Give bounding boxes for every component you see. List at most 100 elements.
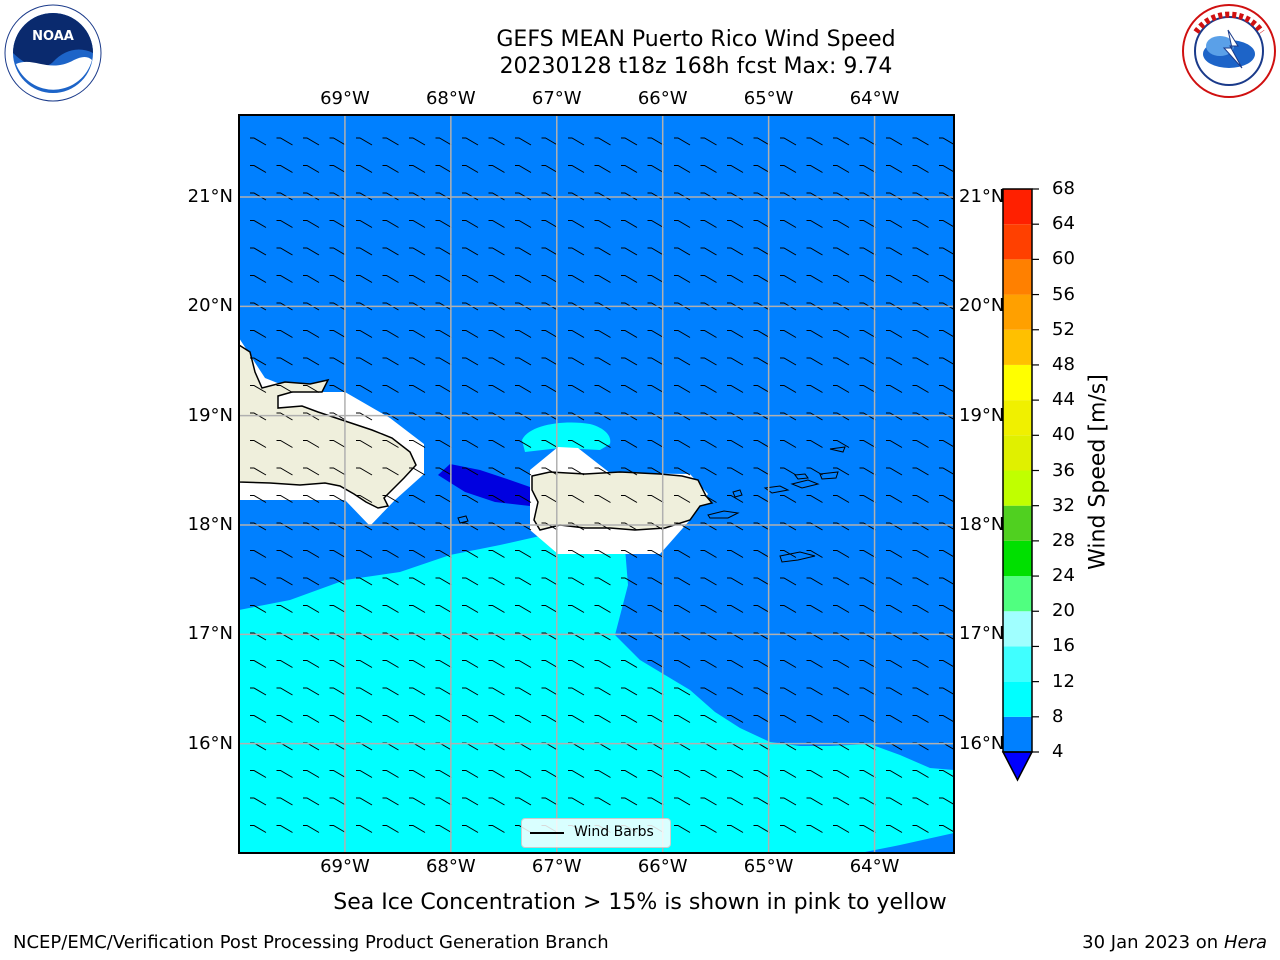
- wind-barb: [780, 330, 797, 338]
- wind-barb: [462, 275, 479, 283]
- wind-barb: [727, 467, 744, 476]
- wind-barb: [250, 660, 267, 668]
- wind-barb: [833, 357, 850, 366]
- wind-barb: [674, 247, 691, 256]
- wind-barb: [780, 302, 797, 311]
- wind-barb: [727, 247, 744, 256]
- colorbar-tick-label: 52: [1052, 318, 1075, 340]
- wind-barb: [382, 797, 399, 806]
- wind-barb: [515, 522, 532, 531]
- wind-barb: [939, 797, 954, 805]
- wind-barb: [780, 275, 797, 283]
- wind-barb: [382, 357, 399, 366]
- wind-barb: [886, 770, 903, 778]
- wind-barb: [621, 770, 638, 778]
- wind-barb: [727, 687, 744, 696]
- wind-barb: [594, 385, 611, 393]
- virgin-islands-4: [819, 471, 839, 480]
- wind-barb: [700, 577, 717, 586]
- wind-barb: [780, 495, 797, 503]
- wind-barb: [515, 247, 532, 256]
- wind-barb: [700, 137, 717, 146]
- colorbar-extend-arrow: [1001, 751, 1034, 782]
- wind-barb: [541, 440, 558, 448]
- wind-barb: [621, 330, 638, 338]
- wind-barb: [647, 412, 664, 421]
- noaa-logo-icon: NOAA: [4, 4, 102, 102]
- wind-barb: [382, 137, 399, 146]
- wind-barb: [886, 357, 903, 366]
- wind-barb: [859, 797, 876, 806]
- wind-barb: [753, 330, 770, 338]
- wind-barb: [700, 412, 717, 421]
- wind-barb: [727, 275, 744, 283]
- wind-barb: [912, 412, 929, 421]
- wind-barb: [329, 550, 346, 558]
- wind-barb: [382, 495, 399, 503]
- wind-barb: [806, 522, 823, 531]
- colorbar-tick-label: 20: [1052, 600, 1075, 622]
- wind-barb: [250, 247, 267, 256]
- wind-barb: [700, 495, 717, 503]
- wind-barb: [462, 687, 479, 696]
- wind-barb: [568, 715, 585, 723]
- wind-barb: [833, 467, 850, 476]
- wind-barb: [303, 165, 320, 173]
- wind-barb: [753, 577, 770, 586]
- wind-barb: [806, 550, 823, 558]
- wind-barb: [859, 550, 876, 558]
- wind-barb: [329, 715, 346, 723]
- wind-barb: [303, 550, 320, 558]
- wind-barb: [541, 770, 558, 778]
- wind-barb: [674, 165, 691, 173]
- wind-barb: [541, 165, 558, 173]
- wind-barb: [382, 550, 399, 558]
- wind-barb: [806, 330, 823, 338]
- wind-barb: [435, 302, 452, 311]
- wind-barb: [700, 825, 717, 833]
- wind-barb: [276, 385, 293, 393]
- colorbar-tick-label: 40: [1052, 424, 1075, 446]
- wind-barb: [541, 715, 558, 723]
- colorbar-tick-label: 8: [1052, 705, 1064, 727]
- wind-barb: [859, 577, 876, 586]
- wind-barb: [250, 165, 267, 173]
- colorbar-tick-label: 68: [1052, 178, 1075, 199]
- wind-barb: [886, 550, 903, 558]
- wind-barb: [303, 605, 320, 613]
- wind-barb: [462, 467, 479, 476]
- lat-label-right: 16°N: [959, 732, 1005, 754]
- wind-barb: [568, 797, 585, 806]
- wind-barb: [806, 247, 823, 256]
- wind-barb: [594, 220, 611, 228]
- wind-barb: [356, 220, 373, 228]
- colorbar-band: [1003, 576, 1032, 612]
- wind-barb: [250, 302, 267, 311]
- wind-barb: [647, 660, 664, 668]
- lon-label-bottom: 67°W: [531, 856, 582, 877]
- wind-barb: [276, 797, 293, 806]
- wind-barb: [753, 495, 770, 503]
- wind-barb: [382, 632, 399, 641]
- wind-barb: [276, 275, 293, 283]
- lat-label-left: 17°N: [187, 623, 233, 645]
- wind-barb: [886, 660, 903, 668]
- wind-barb: [594, 660, 611, 668]
- wind-barb: [859, 495, 876, 503]
- wind-barb: [276, 660, 293, 668]
- wind-barb: [753, 220, 770, 228]
- wind-barb: [594, 605, 611, 613]
- colorbar-tick-label: 48: [1052, 353, 1075, 375]
- wind-barb: [939, 495, 954, 503]
- lon-label-top: 67°W: [531, 88, 582, 109]
- wind-barb: [727, 220, 744, 228]
- wind-barb: [488, 247, 505, 256]
- wind-barb: [621, 137, 638, 146]
- wind-barb: [806, 440, 823, 448]
- wind-barb: [409, 165, 426, 173]
- wind-barb: [382, 687, 399, 696]
- wind-barb: [859, 467, 876, 476]
- wind-barb: [276, 522, 293, 531]
- wind-barb: [859, 165, 876, 173]
- wind-barb: [859, 385, 876, 393]
